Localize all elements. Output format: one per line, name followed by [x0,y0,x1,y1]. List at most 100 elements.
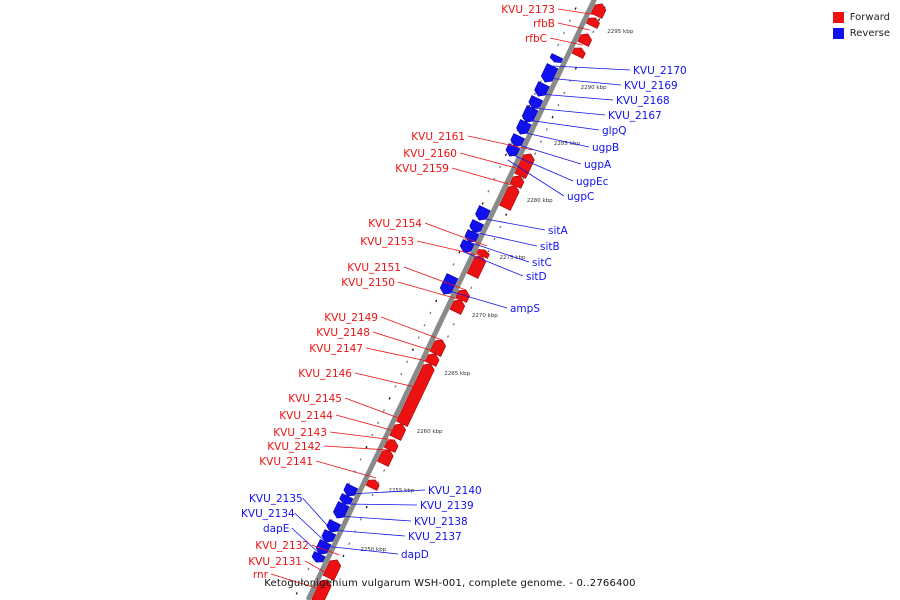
forward-gene-label[interactable]: KVU_2142 [267,441,321,453]
reverse-gene [516,119,532,135]
reverse-gene-label[interactable]: ugpC [567,191,594,203]
label-leader-line [338,515,412,522]
tick-mark [568,19,571,22]
tick-mark [406,360,409,364]
reverse-gene-label[interactable]: KVU_2137 [408,531,462,543]
label-leader-line [348,489,426,495]
forward-gene-label[interactable]: KVU_2144 [279,410,333,422]
forward-gene-label[interactable]: KVU_2146 [298,368,352,380]
tick-mark [504,153,507,157]
forward-gene-label[interactable]: KVU_2148 [316,327,370,339]
label-leader-line [331,529,406,537]
reverse-gene [459,239,475,253]
label-leader-line [480,217,546,231]
tick-mark [481,202,484,205]
reverse-gene-label[interactable]: KVU_2134 [241,508,295,520]
forward-gene-label[interactable]: rfbC [525,33,547,45]
reverse-gene-label[interactable]: sitB [540,241,560,253]
tick-mark [446,335,450,338]
reverse-gene-label[interactable]: ugpB [592,142,619,154]
label-leader-line [459,152,524,171]
reverse-gene-label[interactable]: KVU_2169 [624,80,678,92]
label-leader-line [532,107,606,116]
reverse-gene-label[interactable]: KVU_2170 [633,65,687,77]
forward-gene-label[interactable]: KVU_2161 [411,131,465,143]
gene-features [311,3,607,600]
tick-mark [557,103,560,107]
reverse-gene [333,501,350,519]
tick-mark [359,458,362,461]
tick-mark [400,372,403,376]
reverse-gene [343,483,359,497]
forward-gene-label[interactable]: KVU_2147 [309,343,363,355]
label-leader-line [397,281,462,301]
reverse-gene [311,551,326,563]
forward-gene-label[interactable]: KVU_2131 [248,556,302,568]
forward-gene [429,339,447,357]
forward-gene-label[interactable]: rfbB [533,18,555,30]
tick-mark [429,311,432,315]
tick-mark [371,433,374,437]
tick-mark [452,323,455,326]
reverse-gene-label[interactable]: dapE [263,523,289,535]
forward-gene-label[interactable]: KVU_2153 [360,236,414,248]
forward-gene-label[interactable]: KVU_2154 [368,218,422,230]
forward-gene-label[interactable]: KVU_2173 [501,4,555,16]
label-leader-line [557,8,598,16]
scale-label: 2260 kbp [417,429,443,435]
tick-mark [551,115,554,119]
forward-gene-label[interactable]: KVU_2141 [259,456,313,468]
reverse-gene-label[interactable]: KVU_2138 [414,516,468,528]
reverse-gene-label[interactable]: glpQ [602,125,627,137]
tick-mark [295,592,298,595]
forward-gene-label[interactable]: KVU_2149 [324,312,378,324]
label-leader-line [315,460,377,479]
forward-gene-label[interactable]: KVU_2145 [288,393,342,405]
tick-mark [545,128,548,131]
forward-gene [585,17,600,29]
label-leader-line [445,289,508,309]
forward-gene [514,153,535,179]
forward-gene [499,185,520,211]
tick-mark [342,554,345,558]
reverse-gene-label[interactable]: KVU_2139 [420,500,474,512]
reverse-gene [475,205,491,221]
reverse-gene-label[interactable]: ampS [510,303,540,315]
forward-gene-label[interactable]: KVU_2159 [395,163,449,175]
label-leader-line [557,22,590,31]
reverse-gene-label[interactable]: sitD [526,271,547,283]
forward-gene [383,439,399,453]
legend: Forward Reverse [832,9,890,41]
forward-gene-label[interactable]: rnr [253,569,269,581]
scale-label: 2275 kbp [500,255,526,261]
label-leader-line [549,37,583,46]
tick-mark [394,384,397,388]
reverse-gene-label[interactable]: KVU_2140 [428,485,482,497]
forward-gene [365,479,380,491]
forward-gene-label[interactable]: KVU_2150 [341,277,395,289]
label-leader-line [510,153,574,182]
reverse-gene [528,95,544,109]
label-leader-line [365,347,432,363]
reverse-gene-label[interactable]: KVU_2167 [608,110,662,122]
reverse-gene [540,63,559,83]
tick-mark [487,249,490,253]
tick-mark [452,263,455,266]
forward-gene-label[interactable]: KVU_2160 [403,148,457,160]
reverse-gene-label[interactable]: KVU_2168 [616,95,670,107]
legend-forward-label: Forward [849,11,890,23]
reverse-gene-label[interactable]: dapD [401,549,429,561]
reverse-gene [549,53,564,63]
forward-gene [571,47,586,59]
forward-gene [509,175,525,189]
reverse-gene-label[interactable]: sitC [532,257,552,269]
tick-mark [574,67,577,70]
reverse-gene-label[interactable]: ugpEc [576,176,609,188]
forward-gene-label[interactable]: KVU_2151 [347,262,401,274]
forward-gene-label[interactable]: KVU_2132 [255,540,309,552]
reverse-gene-label[interactable]: ugpA [584,159,612,171]
reverse-gene-label[interactable]: sitA [548,225,569,237]
label-leader-line [344,397,404,421]
reverse-gene-label[interactable]: KVU_2135 [249,493,303,505]
forward-gene-label[interactable]: KVU_2143 [273,427,327,439]
